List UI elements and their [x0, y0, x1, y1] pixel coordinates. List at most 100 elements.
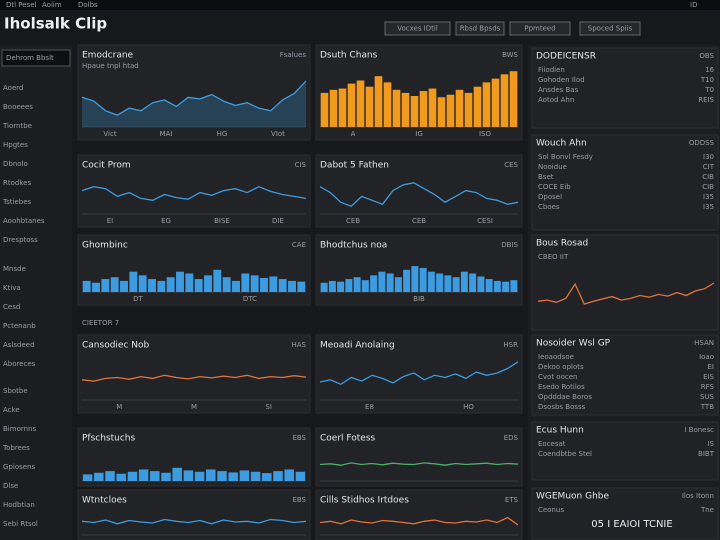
- sidebar-item[interactable]: Sbotbe: [3, 387, 28, 395]
- sidebar-item[interactable]: Dresptoss: [3, 236, 38, 244]
- sidebar-item[interactable]: Rtodkes: [3, 179, 31, 187]
- bar: [222, 277, 231, 292]
- line: [537, 282, 715, 305]
- line: [81, 185, 307, 201]
- right-section: [531, 421, 719, 481]
- sidebar-item[interactable]: Tstiebes: [2, 198, 32, 206]
- line: [319, 462, 519, 466]
- sidebar-item[interactable]: Gpiosens: [3, 463, 35, 471]
- big-value: 05 I EAIOI TCNIE: [591, 519, 672, 530]
- nav-link[interactable]: Aoiim: [42, 1, 62, 9]
- bar: [127, 471, 138, 481]
- bar: [138, 469, 149, 481]
- row-value: I35: [703, 193, 714, 201]
- row-label: COCE Eib: [538, 183, 571, 191]
- section-corner: ODDSS: [689, 139, 715, 147]
- panel-title: Pfschstuchs: [82, 434, 136, 444]
- sidebar-item[interactable]: Cesd: [3, 303, 20, 311]
- row-label: Dsosbs Bosss: [538, 403, 586, 411]
- bar: [185, 273, 194, 292]
- sidebar-item[interactable]: Bimornns: [3, 425, 36, 433]
- panel-corner: EBS: [292, 496, 306, 504]
- sidebar-item[interactable]: Acke: [3, 406, 20, 414]
- button-label[interactable]: Spoced Spiis: [588, 25, 633, 33]
- x-label: CEB: [346, 217, 360, 225]
- panel-corner: HSR: [503, 341, 518, 349]
- bar: [176, 271, 184, 292]
- bar: [485, 279, 493, 292]
- bar: [361, 280, 369, 292]
- bar: [278, 279, 287, 292]
- button[interactable]: [579, 21, 641, 36]
- sidebar-item[interactable]: Aslsdeed: [3, 341, 35, 349]
- nav-link[interactable]: Dolbs: [78, 1, 98, 9]
- sidebar-item[interactable]: Aoohbtanes: [3, 217, 45, 225]
- bar: [206, 469, 216, 481]
- bar: [401, 92, 410, 127]
- section-title: DODEICENSR: [536, 52, 596, 62]
- bar: [500, 74, 509, 127]
- button[interactable]: [509, 21, 571, 36]
- panel-title: Ghombinc: [82, 241, 128, 251]
- sidebar-item[interactable]: Dbnolo: [3, 160, 28, 168]
- nav-link[interactable]: Dtl Pesel: [6, 1, 37, 9]
- section-corner: I Bonesc: [684, 426, 714, 434]
- panel: [315, 427, 523, 487]
- button-label[interactable]: Ppmteed: [524, 25, 555, 33]
- row-value: 16: [705, 66, 714, 74]
- sidebar-item[interactable]: Sebi Rtsol: [3, 520, 38, 528]
- panel-corner: EBS: [292, 434, 306, 442]
- sidebar-item[interactable]: Tobrees: [2, 444, 30, 452]
- sidebar-item[interactable]: Hodbtian: [3, 501, 35, 509]
- row-value: EI: [708, 363, 715, 371]
- sidebar-item[interactable]: Ktiva: [3, 284, 21, 292]
- bar: [116, 473, 126, 481]
- button[interactable]: [384, 21, 451, 36]
- bar: [338, 88, 347, 127]
- x-label: VIot: [271, 130, 285, 138]
- bar: [194, 471, 205, 481]
- panel-subtitle: Hpaue tnpl htad: [82, 62, 139, 70]
- sidebar-item[interactable]: Hpgtes: [3, 141, 28, 149]
- bar: [329, 89, 338, 127]
- row-value: IS: [707, 440, 714, 448]
- x-label: HG: [217, 130, 228, 138]
- sidebar-item[interactable]: Booeees: [3, 103, 33, 111]
- panel-corner: BWS: [502, 51, 518, 59]
- button-label[interactable]: Rbsd Bpsds: [460, 25, 501, 33]
- bar: [482, 82, 491, 127]
- sidebar-item[interactable]: Aoerd: [3, 84, 23, 92]
- bar: [356, 80, 365, 127]
- sidebar-item[interactable]: Aboreces: [3, 360, 36, 368]
- bar: [365, 86, 374, 127]
- panel-title: Cansodiec Nob: [82, 341, 149, 351]
- panel-title: Wtntcloes: [82, 496, 127, 506]
- bar: [444, 275, 452, 292]
- row-label: Eocesat: [538, 440, 566, 448]
- search-box[interactable]: [1, 49, 71, 67]
- bar: [510, 280, 518, 292]
- x-label: BISE: [214, 217, 230, 225]
- bar: [394, 277, 402, 292]
- bar: [120, 280, 128, 292]
- sidebar-item[interactable]: Pctenanb: [3, 322, 36, 330]
- line: [81, 374, 307, 382]
- bar: [273, 471, 283, 481]
- button-label[interactable]: Vocxes IDtil: [397, 25, 438, 33]
- x-label: EG: [161, 217, 171, 225]
- line: [81, 80, 307, 116]
- bar: [269, 276, 278, 292]
- button[interactable]: [455, 21, 505, 36]
- sidebar-item[interactable]: Mnsde: [3, 265, 26, 273]
- panel: [77, 44, 311, 141]
- sidebar-item[interactable]: Tiorntbe: [2, 122, 32, 130]
- bar: [502, 281, 510, 292]
- row-label: Bset: [538, 173, 554, 181]
- bar: [239, 470, 250, 481]
- section-title: WGEMuon Ghbe: [536, 492, 609, 502]
- section-corner: Ilos Itonn: [682, 492, 714, 500]
- bar: [410, 96, 419, 127]
- sidebar-item[interactable]: Dlse: [3, 482, 18, 490]
- bar: [347, 83, 356, 127]
- x-label: E8: [365, 403, 374, 411]
